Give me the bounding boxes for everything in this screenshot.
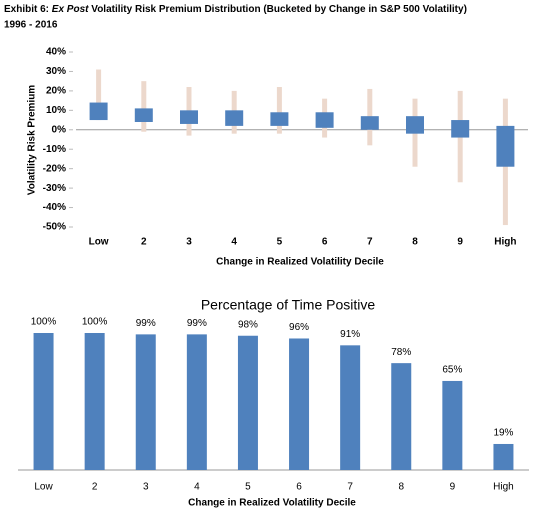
y-tick-label: 10%: [46, 105, 66, 116]
whisker: [96, 69, 102, 121]
x-tick-label: 8: [398, 482, 404, 493]
bar: [84, 333, 105, 470]
whisker: [141, 81, 147, 132]
x-axis-label: Change in Realized Volatility Decile: [188, 498, 356, 509]
bar: [135, 334, 156, 470]
y-tick-label: -40%: [43, 202, 66, 213]
box: [89, 102, 108, 121]
x-tick-label: 7: [347, 482, 353, 493]
value-label: 99%: [187, 318, 207, 329]
x-tick-label: 4: [231, 237, 237, 248]
y-tick-label: 0%: [52, 124, 67, 135]
value-label: 100%: [31, 317, 57, 328]
x-tick-label: 5: [277, 237, 283, 248]
value-label: 98%: [238, 319, 258, 330]
box: [134, 108, 153, 122]
y-tick-label: 30%: [46, 66, 66, 77]
value-label: 19%: [493, 428, 513, 439]
y-tick-label: 40%: [46, 47, 66, 58]
bar: [237, 335, 258, 470]
x-tick-label: 3: [186, 237, 192, 248]
value-label: 65%: [442, 365, 462, 376]
chart-subtitle: 1996 - 2016: [4, 20, 58, 31]
title-rest: Volatility Risk Premium Distribution (Bu…: [91, 4, 467, 15]
x-axis-label: Change in Realized Volatility Decile: [216, 257, 384, 268]
x-tick-label: Low: [89, 237, 109, 248]
x-tick-label: 9: [457, 237, 463, 248]
x-tick-label: 6: [296, 482, 302, 493]
value-label: 91%: [340, 329, 360, 340]
whisker: [276, 87, 282, 134]
value-label: 96%: [289, 322, 309, 333]
x-tick-label: 5: [245, 482, 251, 493]
bar: [391, 363, 412, 470]
x-tick-label: 4: [194, 482, 200, 493]
x-tick-label: High: [494, 237, 516, 248]
value-label: 100%: [82, 317, 108, 328]
chart-title: Exhibit 6: Ex Post Volatility Risk Premi…: [4, 4, 467, 15]
bar: [442, 380, 463, 470]
bar: [289, 338, 310, 470]
box: [315, 112, 334, 128]
x-tick-label: High: [493, 482, 514, 493]
y-tick-label: -30%: [43, 183, 66, 194]
x-tick-label: 2: [141, 237, 147, 248]
bar: [186, 334, 207, 470]
y-axis-label: Volatility Risk Premium: [27, 85, 38, 196]
x-tick-label: Low: [34, 482, 53, 493]
y-tick-label: -50%: [43, 222, 66, 233]
x-tick-label: 6: [322, 237, 328, 248]
x-tick-label: 2: [92, 482, 98, 493]
box: [270, 112, 289, 126]
bar: [33, 333, 54, 470]
box: [180, 110, 198, 124]
y-tick-label: -20%: [43, 163, 66, 174]
box: [496, 125, 515, 167]
x-tick-label: 7: [367, 237, 373, 248]
x-tick-label: 3: [143, 482, 149, 493]
x-tick-label: 8: [412, 237, 418, 248]
title-italic: Ex Post: [52, 4, 89, 15]
y-tick-label: -10%: [43, 144, 66, 155]
chart-title: Percentage of Time Positive: [201, 297, 376, 313]
x-tick-label: 9: [450, 482, 456, 493]
bar: [340, 345, 361, 470]
box: [360, 116, 379, 130]
box: [406, 116, 424, 134]
title-prefix: Exhibit 6:: [4, 4, 49, 15]
value-label: 78%: [391, 347, 411, 358]
box: [451, 120, 470, 138]
bar: [493, 443, 514, 470]
y-tick-label: 20%: [46, 86, 66, 97]
value-label: 99%: [136, 318, 156, 329]
box: [225, 110, 244, 126]
